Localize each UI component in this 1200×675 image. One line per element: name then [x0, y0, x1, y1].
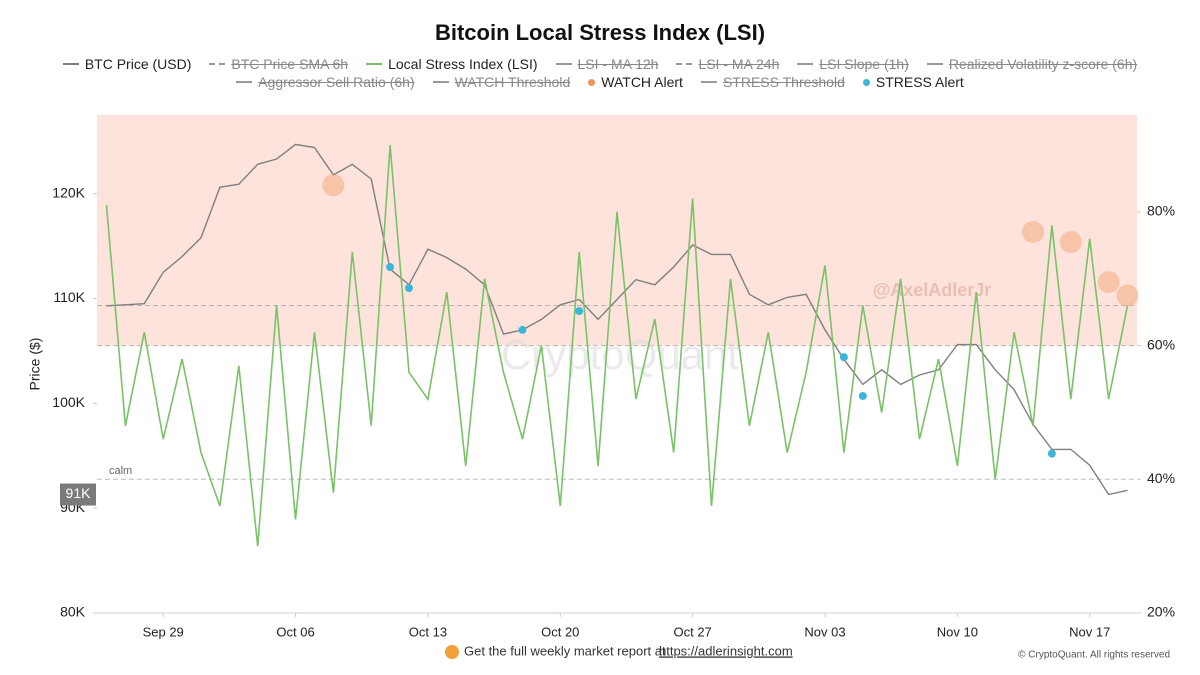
legend-label: LSI - MA 24h — [698, 56, 780, 72]
watermark: @AxelAdlerJr — [873, 280, 992, 300]
legend-item[interactable]: Aggressor Sell Ratio (6h) — [236, 74, 415, 90]
legend-swatch — [700, 81, 717, 83]
footer-icon — [445, 645, 459, 659]
legend-label: LSI - MA 12h — [577, 56, 659, 72]
legend-item[interactable]: LSI - MA 24h — [676, 56, 779, 72]
y2-tick-label: 40% — [1147, 470, 1175, 486]
watch-alert — [1022, 220, 1044, 243]
legend-label: STRESS Alert — [875, 74, 964, 90]
x-tick-label: Nov 17 — [1069, 624, 1110, 639]
legend-swatch — [555, 63, 572, 65]
y-tick-label: 100K — [52, 394, 85, 410]
legend: BTC Price (USD) BTC Price SMA 6h Local Str… — [40, 56, 1160, 90]
x-tick-label: Nov 03 — [804, 624, 845, 639]
legend-label: Aggressor Sell Ratio (6h) — [258, 74, 415, 90]
legend-item[interactable]: WATCH Alert — [588, 74, 683, 90]
x-tick-label: Oct 27 — [673, 624, 711, 639]
legend-swatch — [926, 63, 943, 65]
legend-item[interactable]: LSI Slope (1h) — [797, 56, 909, 72]
watch-alert — [1097, 271, 1120, 294]
legend-swatch — [236, 81, 253, 83]
stress-zone — [97, 115, 1137, 346]
legend-swatch — [209, 63, 226, 65]
legend-item[interactable]: BTC Price SMA 6h — [209, 56, 348, 72]
legend-label: STRESS Threshold — [722, 74, 845, 90]
stress-alert — [858, 391, 867, 400]
legend-label: WATCH Alert — [601, 74, 683, 90]
legend-item[interactable]: LSI - MA 12h — [555, 56, 659, 72]
stress-alert — [839, 353, 848, 362]
x-tick-label: Oct 13 — [409, 624, 447, 639]
y-tick-label: 80K — [60, 604, 86, 620]
legend-label: BTC Price (USD) — [84, 56, 192, 72]
legend-label: WATCH Threshold — [454, 74, 571, 90]
y-axis-label: Price ($) — [27, 338, 43, 391]
y2-tick-label: 60% — [1147, 336, 1175, 352]
x-tick-label: Oct 20 — [541, 624, 579, 639]
legend-swatch — [432, 81, 449, 83]
legend-label: Local Stress Index (LSI) — [388, 56, 538, 72]
watch-alert — [322, 174, 345, 197]
legend-item[interactable]: Realized Volatility z-score (6h) — [926, 56, 1138, 72]
legend-swatch — [62, 63, 79, 65]
legend-swatch — [862, 78, 870, 86]
y2-tick-label: 20% — [1147, 604, 1175, 620]
stress-alert — [575, 307, 584, 316]
legend-item[interactable]: Local Stress Index (LSI) — [366, 56, 538, 72]
reference-label: calm — [109, 465, 132, 477]
stress-alert — [1047, 449, 1056, 458]
price-line — [106, 143, 1128, 496]
legend-label: Realized Volatility z-score (6h) — [948, 56, 1138, 72]
x-tick-label: Oct 06 — [276, 624, 314, 639]
y-tick-label: 120K — [52, 184, 85, 200]
stress-alert — [518, 325, 527, 334]
legend-item[interactable]: STRESS Threshold — [700, 74, 845, 90]
price-marker — [60, 483, 96, 506]
footer-link[interactable]: https://adlerinsight.com — [659, 643, 793, 658]
legend-swatch — [588, 78, 596, 86]
legend-swatch — [676, 63, 693, 65]
watch-alert — [1116, 284, 1139, 307]
legend-swatch — [366, 63, 383, 65]
chart-title: Bitcoin Local Stress Index (LSI) — [435, 20, 765, 45]
legend-item[interactable]: WATCH Threshold — [432, 74, 571, 90]
copyright: © CryptoQuant. All rights reserved — [1018, 650, 1170, 661]
price-marker-label: 91K — [66, 485, 92, 501]
stress-alert — [386, 263, 395, 272]
watch-alert — [1059, 231, 1082, 254]
legend-label: LSI Slope (1h) — [819, 56, 909, 72]
lsi-line — [105, 145, 1129, 547]
x-tick-label: Nov 10 — [937, 624, 978, 639]
y2-tick-label: 80% — [1147, 203, 1175, 219]
legend-label: BTC Price SMA 6h — [231, 56, 349, 72]
footer-text: Get the full weekly market report at — [464, 643, 666, 658]
x-tick-label: Sep 29 — [143, 624, 184, 639]
legend-item[interactable]: BTC Price (USD) — [62, 56, 192, 72]
stress-alert — [405, 283, 413, 292]
legend-item[interactable]: STRESS Alert — [862, 74, 964, 90]
y-tick-label: 110K — [53, 289, 85, 305]
watermark: CryptoQuant — [501, 331, 739, 378]
legend-swatch — [797, 63, 814, 65]
